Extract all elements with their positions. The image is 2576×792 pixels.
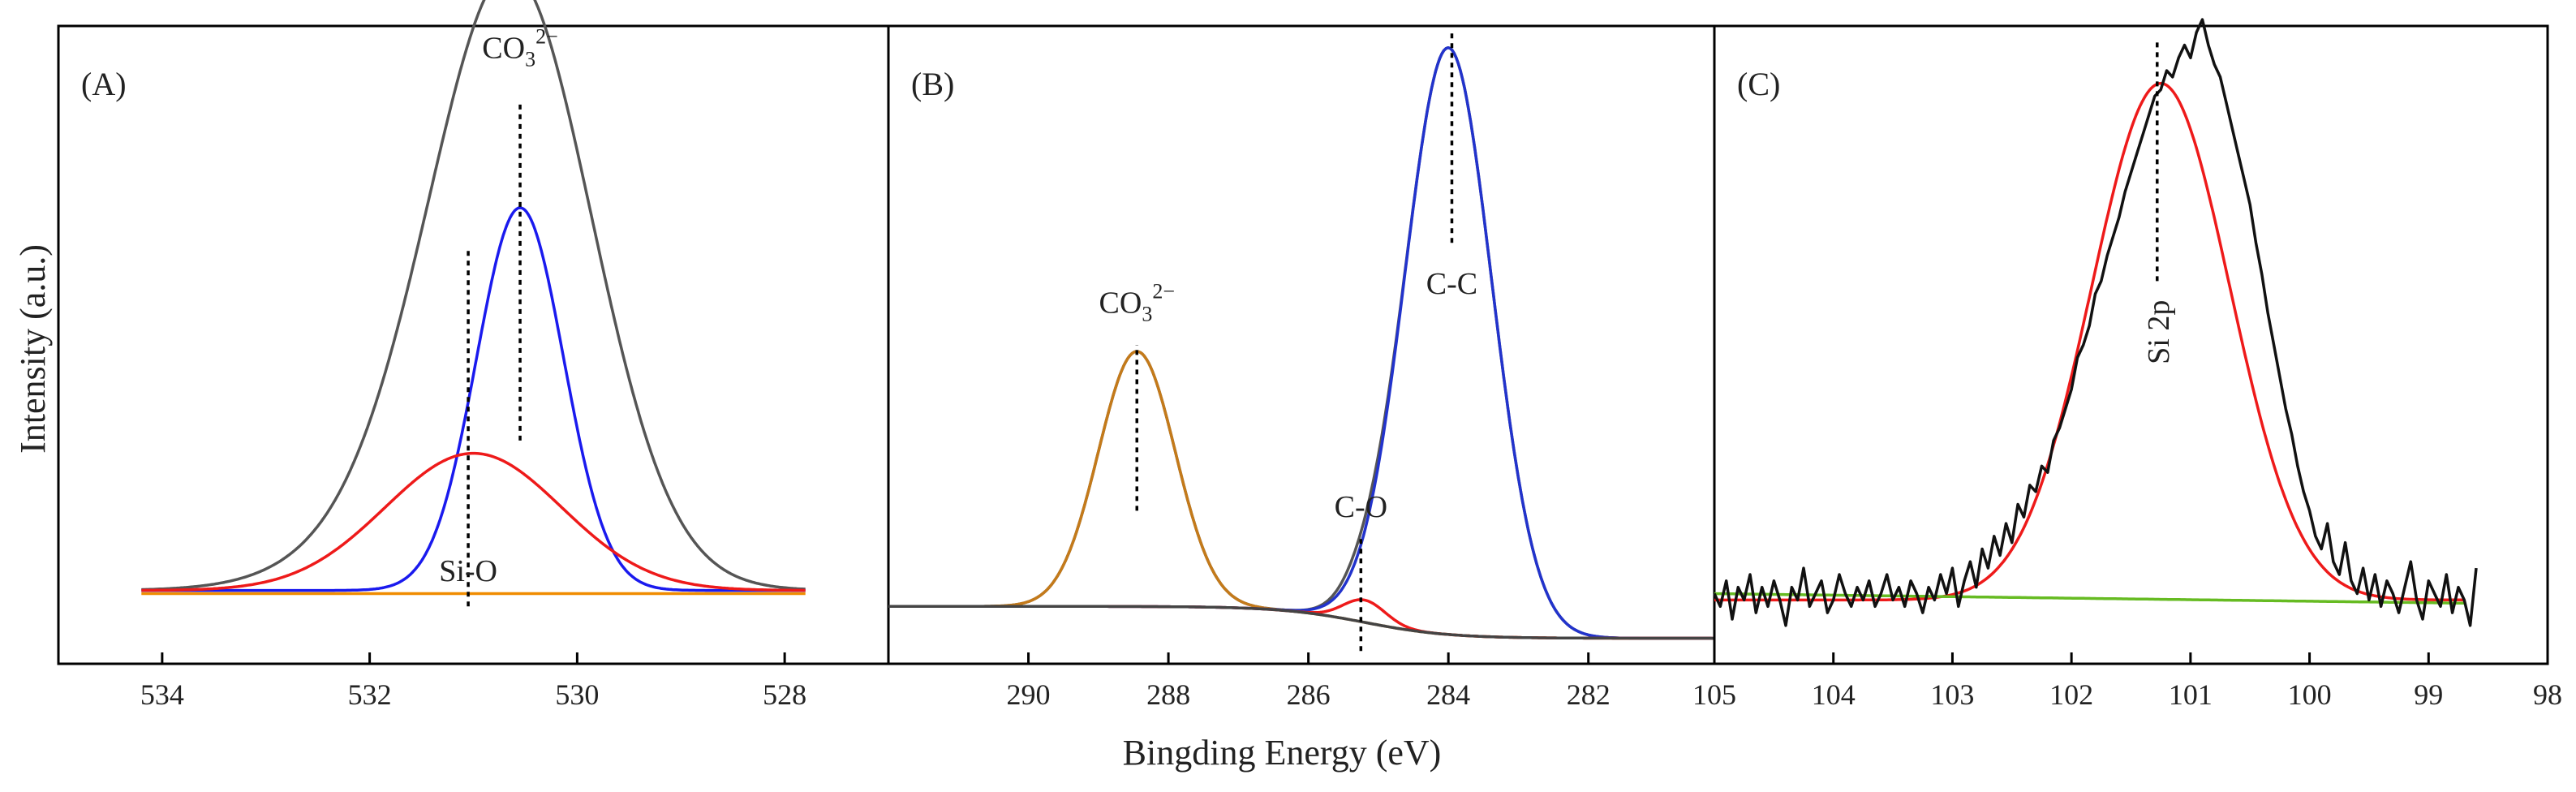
series-line-1 bbox=[141, 0, 806, 592]
plot-frame bbox=[887, 24, 1716, 665]
annotation-label: Si-O bbox=[439, 554, 497, 588]
x-tick-label: 105 bbox=[1692, 678, 1736, 711]
x-tick-label: 98 bbox=[2533, 678, 2562, 711]
x-tick-label: 534 bbox=[140, 678, 184, 711]
series-line-2 bbox=[888, 350, 1714, 640]
panel-3: (C) 105 104 103 102 101 100 99 98 Si 2p bbox=[1692, 18, 2562, 711]
panel-2: (B) 290 288 286 284 282 CO32− C-O C-C bbox=[887, 24, 1716, 711]
x-tick-label: 284 bbox=[1426, 678, 1470, 711]
x-axis-title: Bingding Energy (eV) bbox=[1123, 733, 1442, 773]
x-tick-label: 101 bbox=[2169, 678, 2213, 711]
series-line-1 bbox=[1714, 81, 2465, 602]
annotation-label: Si 2p bbox=[2142, 300, 2176, 364]
x-tick-label: 290 bbox=[1007, 678, 1051, 711]
panel-1: (A) 534 532 530 528 CO32− Si-O bbox=[57, 0, 890, 711]
annotation-label: C-C bbox=[1426, 267, 1477, 301]
series-line-1 bbox=[888, 45, 1714, 640]
series-line-3 bbox=[1713, 18, 2478, 627]
x-tick-label: 530 bbox=[555, 678, 599, 711]
series-line-2 bbox=[1714, 592, 2465, 605]
x-tick-label: 102 bbox=[2049, 678, 2093, 711]
y-axis-title: Intensity (a.u.) bbox=[13, 244, 53, 454]
annotation-label: C-O bbox=[1335, 490, 1387, 524]
x-tick-label: 103 bbox=[1930, 678, 1974, 711]
series-line-2 bbox=[141, 206, 806, 592]
series-line-5 bbox=[888, 605, 1714, 640]
panel-label: (A) bbox=[81, 66, 127, 102]
x-tick-label: 100 bbox=[2288, 678, 2332, 711]
x-tick-label: 288 bbox=[1146, 678, 1190, 711]
panel-label: (B) bbox=[911, 66, 954, 102]
x-tick-label: 99 bbox=[2414, 678, 2443, 711]
plot-frame bbox=[1713, 24, 2549, 665]
panel-label: (C) bbox=[1737, 66, 1780, 102]
annotation-label: CO32− bbox=[482, 24, 557, 71]
series-line-3 bbox=[141, 451, 806, 592]
x-tick-label: 532 bbox=[348, 678, 392, 711]
x-tick-label: 282 bbox=[1567, 678, 1611, 711]
x-tick-label: 528 bbox=[763, 678, 806, 711]
series-line-3 bbox=[888, 45, 1714, 640]
x-tick-label: 286 bbox=[1287, 678, 1331, 711]
annotation-label: CO32− bbox=[1099, 280, 1175, 326]
x-tick-label: 104 bbox=[1812, 678, 1856, 711]
